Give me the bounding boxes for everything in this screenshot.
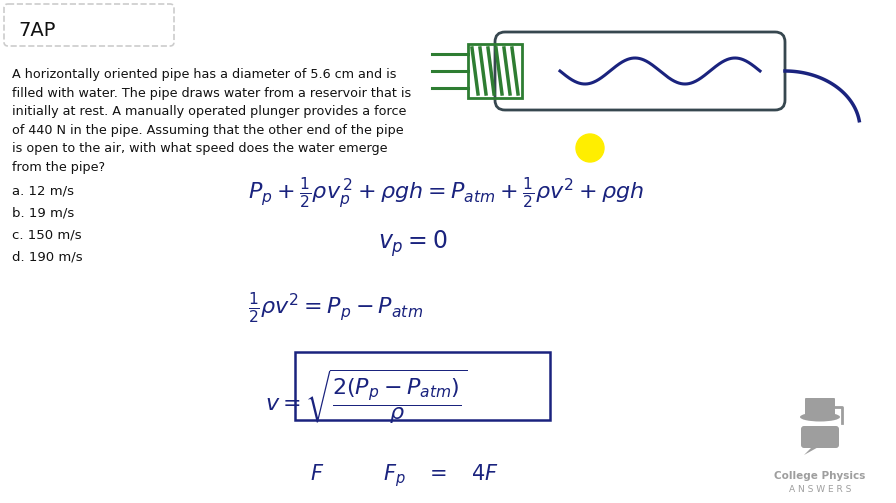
Text: 7AP: 7AP — [18, 21, 56, 40]
FancyBboxPatch shape — [805, 398, 835, 418]
FancyBboxPatch shape — [4, 4, 174, 46]
Text: d. 190 m/s: d. 190 m/s — [12, 251, 82, 264]
Text: College Physics: College Physics — [774, 471, 866, 481]
Text: a. 12 m/s: a. 12 m/s — [12, 185, 74, 198]
Text: $P_p + \frac{1}{2}\rho v_p^{\,2} + \rho g h = P_{atm} + \frac{1}{2}\rho v^2 + \r: $P_p + \frac{1}{2}\rho v_p^{\,2} + \rho … — [248, 175, 644, 211]
Text: b. 19 m/s: b. 19 m/s — [12, 207, 74, 220]
Text: $v_p = 0$: $v_p = 0$ — [378, 228, 448, 259]
Text: $\frac{1}{2}\rho v^2 = P_p - P_{atm}$: $\frac{1}{2}\rho v^2 = P_p - P_{atm}$ — [248, 290, 423, 325]
Text: A N S W E R S: A N S W E R S — [788, 485, 851, 494]
Text: $v = \sqrt{\dfrac{2(P_p - P_{atm})}{\rho}}$: $v = \sqrt{\dfrac{2(P_p - P_{atm})}{\rho… — [265, 368, 467, 427]
Text: c. 150 m/s: c. 150 m/s — [12, 229, 82, 242]
Text: $F \qquad\quad F_p \quad = \quad 4F$: $F \qquad\quad F_p \quad = \quad 4F$ — [310, 462, 499, 489]
Polygon shape — [804, 445, 822, 455]
FancyBboxPatch shape — [801, 426, 839, 448]
Ellipse shape — [800, 412, 840, 422]
Circle shape — [576, 134, 604, 162]
Text: A horizontally oriented pipe has a diameter of 5.6 cm and is
filled with water. : A horizontally oriented pipe has a diame… — [12, 68, 411, 174]
